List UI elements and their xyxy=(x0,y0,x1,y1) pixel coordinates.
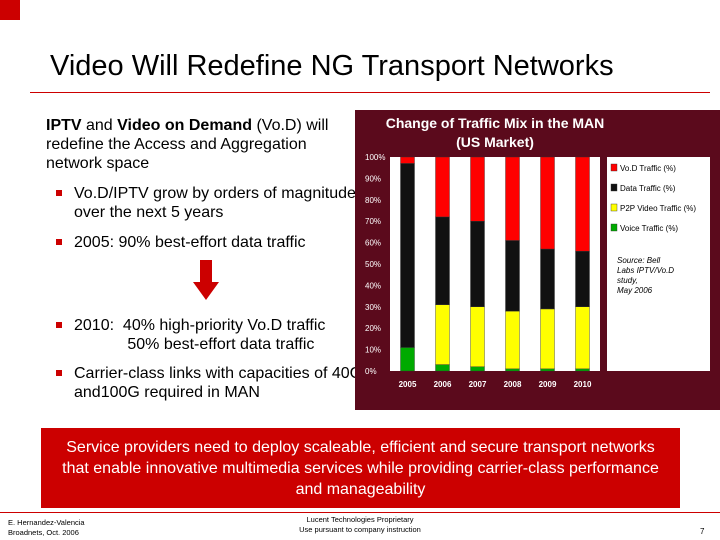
bar-segment xyxy=(400,347,415,372)
bar-segment xyxy=(575,306,590,370)
y-tick-label: 40% xyxy=(365,281,381,290)
x-tick-label: 2005 xyxy=(399,380,417,389)
banner-text: Service providers need to deploy scaleab… xyxy=(62,438,659,498)
intro-iptv: IPTV xyxy=(46,117,82,134)
x-tick-label: 2010 xyxy=(574,380,592,389)
bar-segment xyxy=(540,156,555,250)
chart-subtitle: (US Market) xyxy=(456,134,534,150)
legend-label: Data Traffic (%) xyxy=(620,184,676,193)
bullet-marker xyxy=(56,370,62,376)
slide-title: Video Will Redefine NG Transport Network… xyxy=(50,50,614,82)
bar-segment xyxy=(470,366,485,372)
bullet-text: Vo.D/IPTV grow by orders of magnitude ov… xyxy=(74,185,356,221)
footer-author: E. Hernandez-Valencia xyxy=(8,518,85,527)
bullet-text: Carrier-class links with capacities of 4… xyxy=(74,365,363,401)
footer-company: Lucent Technologies Proprietary xyxy=(306,515,414,524)
legend-swatch xyxy=(610,223,618,232)
bullet-marker xyxy=(56,322,62,328)
traffic-mix-chart: Change of Traffic Mix in the MAN (US Mark… xyxy=(355,110,720,410)
source-note-line: Source: Bell xyxy=(617,256,660,265)
legend-swatch xyxy=(610,203,618,212)
bullet-text: 2010: 40% high-priority Vo.D traffic 50%… xyxy=(74,317,326,353)
corner-accent xyxy=(0,0,20,20)
bar-segment xyxy=(540,368,555,372)
page-number: 7 xyxy=(700,527,705,536)
source-note-line: study, xyxy=(617,276,638,285)
bar-segment xyxy=(505,156,520,241)
bar-segment xyxy=(470,306,485,367)
y-tick-label: 60% xyxy=(365,239,381,248)
x-tick-label: 2008 xyxy=(504,380,522,389)
y-tick-label: 80% xyxy=(365,196,381,205)
key-message-banner: Service providers need to deploy scaleab… xyxy=(41,428,680,508)
y-tick-label: 70% xyxy=(365,217,381,226)
y-tick-label: 20% xyxy=(365,324,381,333)
source-note-line: May 2006 xyxy=(617,286,653,295)
intro-and: and xyxy=(81,117,118,134)
footer-divider xyxy=(0,512,720,513)
bar-segment xyxy=(435,216,450,305)
plot-area xyxy=(390,157,600,371)
chart-svg: Change of Traffic Mix in the MAN (US Mark… xyxy=(355,110,720,410)
bar-segment xyxy=(505,240,520,312)
intro-rest: (Vo.D) will redefine the Access and Aggr… xyxy=(46,117,329,172)
x-tick-label: 2009 xyxy=(539,380,557,389)
legend-label: Voice Traffic (%) xyxy=(620,224,678,233)
bar-segment xyxy=(575,156,590,252)
y-tick-label: 50% xyxy=(365,260,381,269)
footer-notice: Use pursuant to company instruction xyxy=(299,525,421,534)
bullet-marker xyxy=(56,239,62,245)
legend-label: Vo.D Traffic (%) xyxy=(620,164,676,173)
intro-vod: Video on Demand xyxy=(117,117,252,134)
source-note-line: Labs IPTV/Vo.D xyxy=(617,266,674,275)
bar-segment xyxy=(400,156,415,164)
y-tick-label: 30% xyxy=(365,303,381,312)
source-box xyxy=(607,243,710,371)
legend-swatch xyxy=(610,163,618,172)
bar-segment xyxy=(505,310,520,370)
bullet-marker xyxy=(56,190,62,196)
y-tick-label: 10% xyxy=(365,346,381,355)
bar-segment xyxy=(575,368,590,372)
bar-segment xyxy=(470,220,485,307)
bullet-2005: 2005: 90% best-effort data traffic xyxy=(56,233,366,252)
legend-swatch xyxy=(610,183,618,192)
title-divider xyxy=(30,92,710,93)
y-tick-label: 100% xyxy=(365,153,385,162)
legend-box xyxy=(607,157,710,243)
bar-segment xyxy=(435,304,450,365)
bullet-2010: 2010: 40% high-priority Vo.D traffic 50%… xyxy=(56,316,366,354)
bar-segment xyxy=(470,156,485,222)
bar-segment xyxy=(575,250,590,308)
y-tick-label: 0% xyxy=(365,367,377,376)
bullet-carrier: Carrier-class links with capacities of 4… xyxy=(56,364,366,402)
chart-title: Change of Traffic Mix in the MAN xyxy=(386,115,605,131)
y-tick-label: 90% xyxy=(365,174,381,183)
bullet-growth: Vo.D/IPTV grow by orders of magnitude ov… xyxy=(56,184,366,222)
bar-segment xyxy=(505,368,520,372)
x-tick-label: 2006 xyxy=(434,380,452,389)
bar-segment xyxy=(540,248,555,310)
bar-segment xyxy=(435,364,450,372)
intro-paragraph: IPTV and Video on Demand (Vo.D) will red… xyxy=(46,116,346,173)
bar-segment xyxy=(540,308,555,370)
down-arrow-icon xyxy=(193,260,219,300)
bar-segment xyxy=(435,156,450,218)
x-tick-label: 2007 xyxy=(469,380,487,389)
footer-author-block: E. Hernandez-Valencia Broadnets, Oct. 20… xyxy=(8,518,85,538)
footer-proprietary-block: Lucent Technologies Proprietary Use purs… xyxy=(270,515,450,535)
bar-segment xyxy=(400,163,415,348)
bullet-text: 2005: 90% best-effort data traffic xyxy=(74,234,306,251)
footer-venue: Broadnets, Oct. 2006 xyxy=(8,528,79,537)
legend-label: P2P Video Traffic (%) xyxy=(620,204,696,213)
